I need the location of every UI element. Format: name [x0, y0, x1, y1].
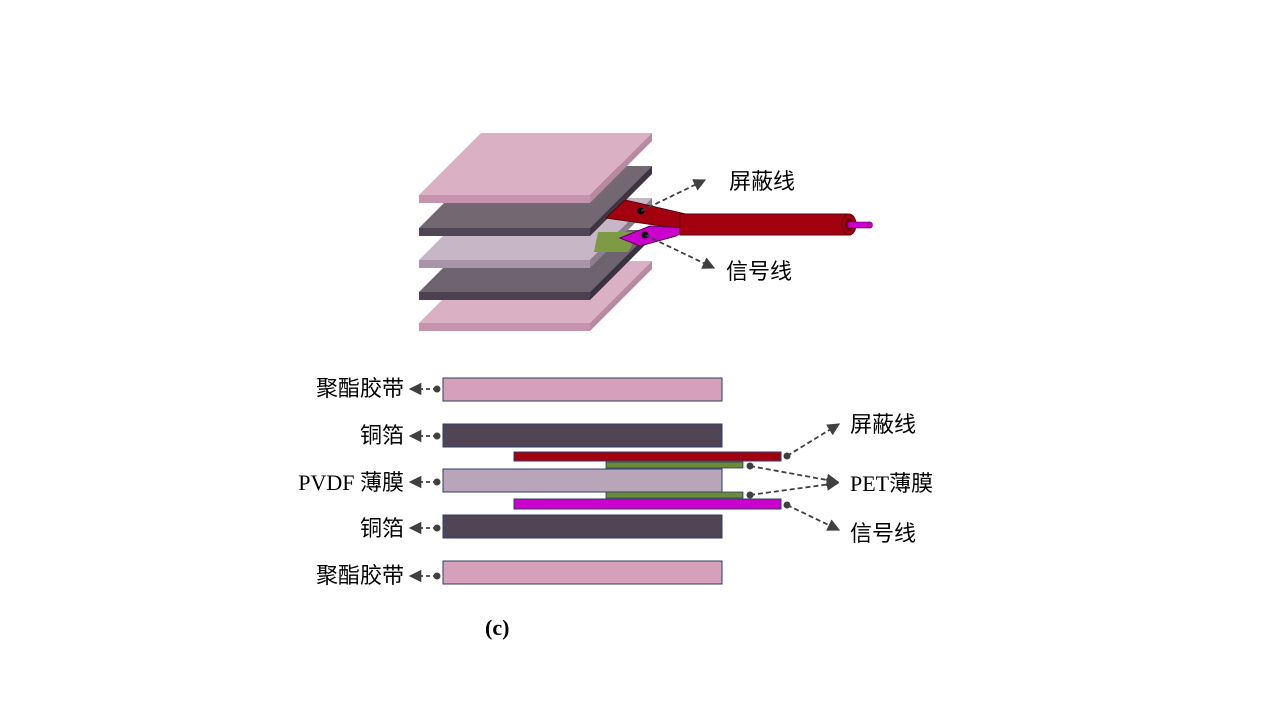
label-upper-copper-foil: 铜箔: [360, 423, 404, 448]
section-lower-copper: [442, 514, 723, 539]
left-labels: 聚酯胶带 铜箔 PVDF 薄膜 铜箔 聚酯胶带: [298, 376, 441, 588]
section-bottom-tape: [442, 560, 723, 585]
label-section-shield-wire: 屏蔽线: [850, 412, 916, 437]
3d-top-tape-layer: [419, 133, 652, 203]
section-pvdf-film: [442, 468, 723, 493]
section-upper-copper: [442, 423, 723, 448]
cross-section-view: 聚酯胶带 铜箔 PVDF 薄膜 铜箔 聚酯胶带 屏蔽线 PET薄膜: [298, 376, 933, 588]
label-pet-film: PET薄膜: [850, 471, 933, 496]
section-upper-pet-film: [605, 461, 744, 469]
figure-caption: (c): [485, 615, 509, 640]
3d-cable: [604, 199, 873, 247]
3d-cable-body: [679, 213, 849, 236]
section-shield-wire: [513, 451, 782, 462]
exploded-3d-view: 屏蔽线 信号线: [419, 133, 873, 331]
label-3d-signal-wire: 信号线: [726, 259, 792, 284]
label-top-polyester-tape: 聚酯胶带: [316, 376, 404, 401]
arrow-3d-shield-wire: [640, 179, 707, 212]
label-pvdf-film: PVDF 薄膜: [298, 470, 404, 495]
label-section-signal-wire: 信号线: [850, 521, 916, 546]
section-signal-wire: [513, 498, 782, 510]
3d-signal-core: [847, 221, 871, 229]
right-labels: 屏蔽线 PET薄膜 信号线: [746, 412, 933, 546]
label-3d-shield-wire: 屏蔽线: [729, 169, 795, 194]
arrow-3d-signal-wire: [644, 234, 716, 269]
label-lower-copper-foil: 铜箔: [360, 516, 404, 541]
section-top-tape: [442, 377, 723, 402]
section-lower-pet-film: [605, 491, 744, 499]
label-bottom-polyester-tape: 聚酯胶带: [316, 563, 404, 588]
